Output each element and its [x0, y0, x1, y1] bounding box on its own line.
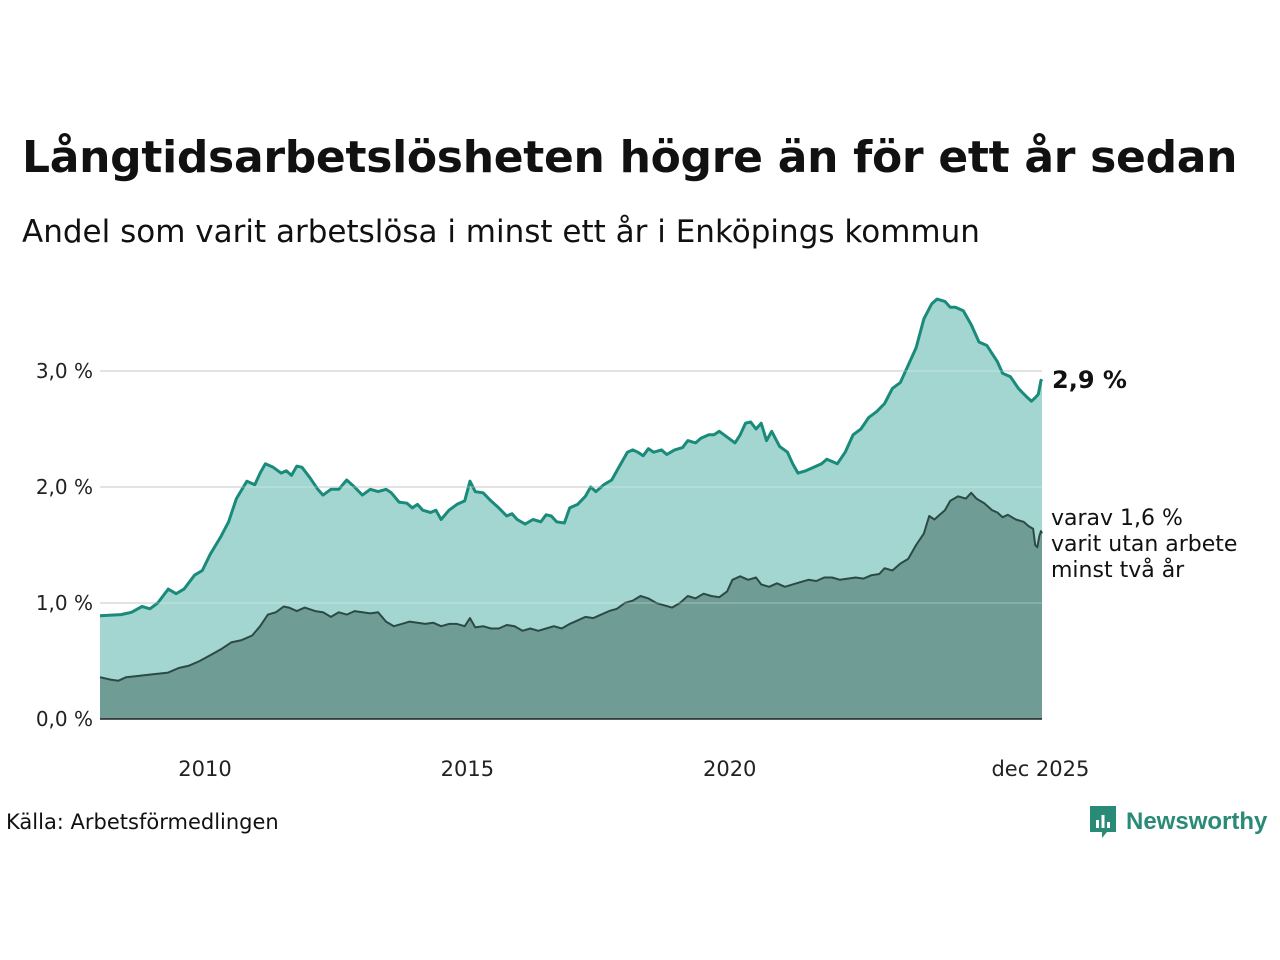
y-tick-label: 2,0 % [36, 475, 93, 499]
series-line-2 [99, 491, 1043, 682]
y-tick-label: 0,0 % [36, 707, 93, 731]
brand-name: Newsworthy [1126, 808, 1268, 835]
source-note: Källa: Arbetsförmedlingen [6, 810, 279, 834]
end-label-line: varav 1,6 % [1051, 506, 1183, 531]
chart-labels: 2,9 % varav 1,6 % varit utan arbete minst t… [1051, 366, 1237, 583]
brand-logo[interactable]: Newsworthy [1088, 804, 1267, 840]
x-tick-label: 2010 [178, 757, 231, 781]
y-tick-label: 3,0 % [36, 359, 93, 383]
end-label-line: varit utan arbete [1051, 532, 1237, 557]
series-line-1 [99, 297, 1044, 618]
x-tick-label: dec 2025 [991, 757, 1089, 781]
series-areas [100, 299, 1042, 719]
y-tick-label: 1,0 % [36, 591, 93, 615]
newsworthy-logo-icon [1090, 806, 1116, 838]
x-tick-label: 2020 [703, 757, 756, 781]
x-tick-label: 2015 [441, 757, 494, 781]
end-label-line: minst två år [1051, 557, 1185, 583]
end-label-series-2: varav 1,6 % varit utan arbete minst två år [1051, 506, 1237, 583]
axes: 0,0 % 1,0 % 2,0 % 3,0 % 2010 2015 2020 dec 2025 [36, 359, 1090, 781]
series-lines [99, 297, 1044, 682]
chart-title: Långtidsarbetslösheten högre än för ett … [22, 132, 1238, 183]
end-label-series-1: 2,9 % [1052, 366, 1127, 394]
chart-subtitle: Andel som varit arbetslösa i minst ett å… [22, 214, 980, 250]
series-area-2 [100, 492, 1042, 719]
